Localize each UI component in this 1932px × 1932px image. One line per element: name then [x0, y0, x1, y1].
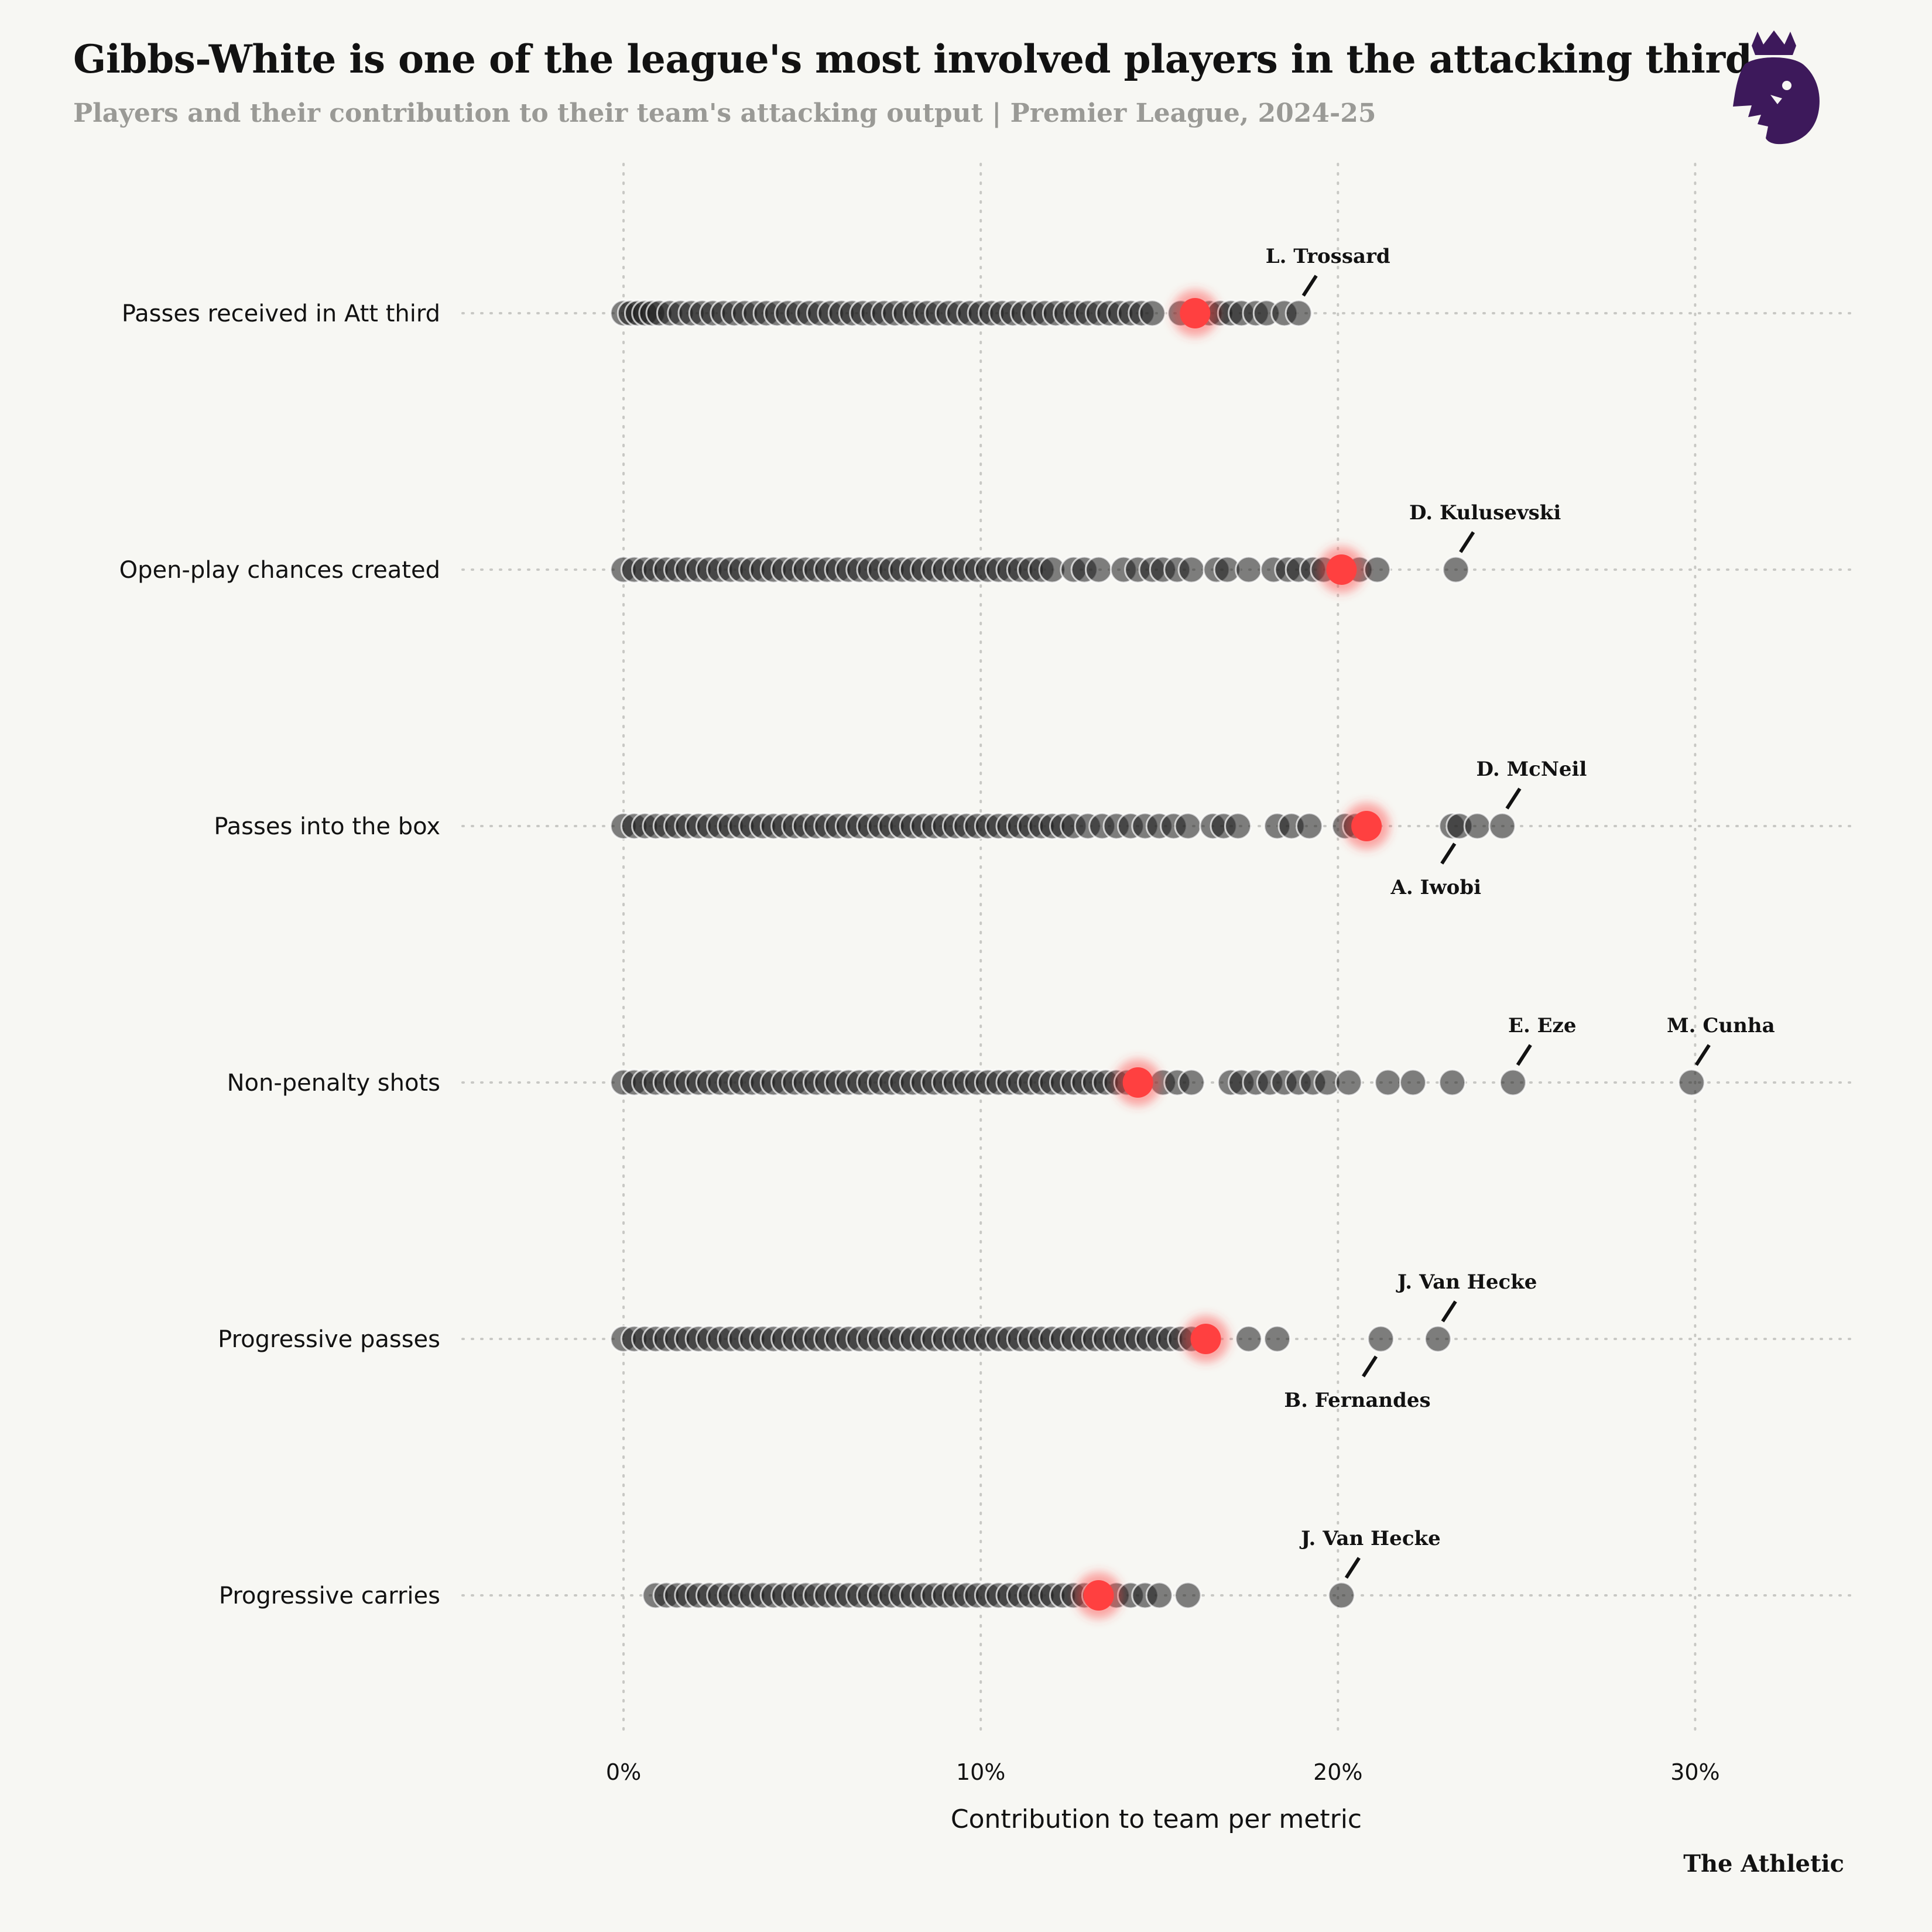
- player-dot: [1499, 1068, 1527, 1097]
- player-dot: [1235, 556, 1263, 584]
- annotation-label: D. Kulusevski: [1409, 501, 1561, 525]
- player-dot: [1367, 1325, 1395, 1353]
- player-dot: [1374, 1068, 1402, 1097]
- annotation-label: M. Cunha: [1667, 1014, 1775, 1037]
- x-tick-label: 20%: [1313, 1759, 1362, 1785]
- category-label: Passes received in Att third: [122, 300, 440, 327]
- player-dot: [1399, 1068, 1427, 1097]
- player-dot: [1174, 812, 1202, 840]
- gibbs-white-highlights: [1075, 290, 1390, 1619]
- highlight-dot: [1122, 1067, 1153, 1098]
- chart-title: Gibbs-White is one of the league's most …: [73, 36, 1752, 82]
- annotation-leader: [1505, 787, 1522, 810]
- player-dot: [1335, 1068, 1363, 1097]
- annotation-leader: [1344, 1557, 1361, 1579]
- player-dots: [609, 299, 1705, 1609]
- annotation-leader: [1301, 275, 1318, 297]
- annotation-label: A. Iwobi: [1390, 876, 1481, 899]
- player-dot: [1677, 1068, 1705, 1097]
- player-dot: [1174, 1581, 1202, 1609]
- annotation-label: E. Eze: [1508, 1014, 1576, 1037]
- category-label: Open-play chances created: [119, 557, 440, 584]
- category-label: Progressive passes: [218, 1326, 440, 1353]
- annotation-leader: [1441, 1300, 1457, 1323]
- category-labels: Passes received in Att third Open-play ch…: [119, 300, 440, 1609]
- chart-subtitle: Players and their contribution to their …: [73, 98, 1376, 128]
- highlight-dot: [1180, 298, 1211, 328]
- premier-league-lion-icon: [1733, 30, 1820, 145]
- player-dot: [1424, 1325, 1452, 1353]
- annotation-label: L. Trossard: [1266, 245, 1390, 268]
- annotation-leader: [1440, 842, 1457, 865]
- x-axis-title: Contribution to team per metric: [951, 1804, 1362, 1834]
- annotation-leader: [1362, 1355, 1378, 1378]
- category-label: Progressive carries: [219, 1582, 440, 1609]
- player-dot: [1177, 1068, 1205, 1097]
- player-dot: [1463, 812, 1491, 840]
- highlight-dot: [1351, 811, 1382, 841]
- highlight-dot: [1190, 1324, 1221, 1354]
- annotation-label: J. Van Hecke: [1396, 1270, 1537, 1294]
- player-dot: [1138, 299, 1166, 327]
- player-dot: [1442, 556, 1470, 584]
- player-dot: [1363, 556, 1391, 584]
- player-annotations: L. Trossard D. Kulusevski D. McNeil A. Iwob…: [1266, 245, 1775, 1579]
- player-dot: [1263, 1325, 1292, 1353]
- vertical-gridlines: [622, 163, 1697, 1734]
- source-credit: The Athletic: [1683, 1850, 1844, 1878]
- player-dot: [1224, 812, 1252, 840]
- row-guidelines: [461, 312, 1857, 1597]
- annotation-leader: [1694, 1044, 1711, 1066]
- player-dot: [1296, 812, 1324, 840]
- annotation-label: D. McNeil: [1477, 758, 1587, 781]
- player-dot: [1145, 1581, 1173, 1609]
- player-dot: [1177, 556, 1205, 584]
- player-dot: [1284, 299, 1313, 327]
- highlight-dot: [1326, 554, 1357, 585]
- player-dot: [1488, 812, 1516, 840]
- player-dot: [1235, 1325, 1263, 1353]
- player-dot: [1438, 1068, 1467, 1097]
- category-label: Non-penalty shots: [227, 1070, 440, 1097]
- x-tick-label: 10%: [956, 1759, 1005, 1785]
- category-label: Passes into the box: [214, 813, 440, 840]
- x-axis-ticks: 0% 10% 20% 30%: [606, 1759, 1720, 1785]
- annotation-label: J. Van Hecke: [1299, 1527, 1441, 1550]
- annotation-label: B. Fernandes: [1284, 1389, 1430, 1412]
- player-dot: [1327, 1581, 1355, 1609]
- x-tick-label: 0%: [606, 1759, 641, 1785]
- annotation-leader: [1516, 1044, 1532, 1066]
- x-tick-label: 30%: [1670, 1759, 1719, 1785]
- annotation-leader: [1459, 531, 1475, 553]
- highlight-dot: [1083, 1580, 1114, 1611]
- player-dot: [1085, 556, 1113, 584]
